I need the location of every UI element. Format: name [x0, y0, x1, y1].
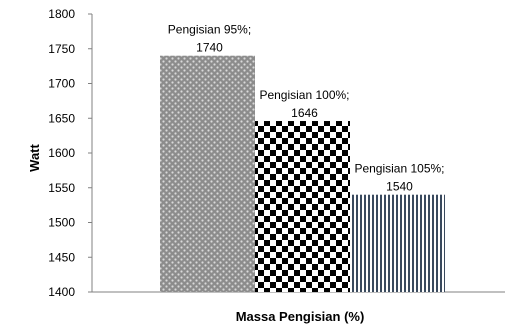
data-label-category: Pengisian 100%; [259, 88, 349, 102]
data-labels: Pengisian 95%; 1740 Pengisian 100%; 1646 Pen… [168, 23, 445, 194]
y-tick-label: 1750 [48, 42, 75, 56]
y-tick-label: 1550 [48, 181, 75, 195]
bar-1 [160, 55, 255, 293]
data-label-category: Pengisian 105%; [354, 162, 444, 176]
y-tick-label: 1500 [48, 216, 75, 230]
data-label-category: Pengisian 95%; [168, 23, 251, 37]
y-axis-title: Watt [27, 143, 42, 171]
y-tick-label: 1800 [48, 7, 75, 21]
y-tick-label: 1700 [48, 77, 75, 91]
data-label-value: 1740 [196, 41, 223, 55]
data-label-value: 1540 [386, 180, 413, 194]
y-axis-ticks: 1800 1750 1700 1650 1600 1550 1500 1450 1400 [48, 7, 92, 299]
y-tick-label: 1600 [48, 146, 75, 160]
bar-3 [350, 194, 445, 292]
y-tick-label: 1450 [48, 250, 75, 264]
y-tick-label: 1400 [48, 285, 75, 299]
bar-series [160, 55, 445, 293]
x-axis-title: Massa Pengisian (%) [236, 309, 365, 324]
y-tick-label: 1650 [48, 111, 75, 125]
bar-2 [255, 121, 350, 292]
data-label-value: 1646 [291, 106, 318, 120]
